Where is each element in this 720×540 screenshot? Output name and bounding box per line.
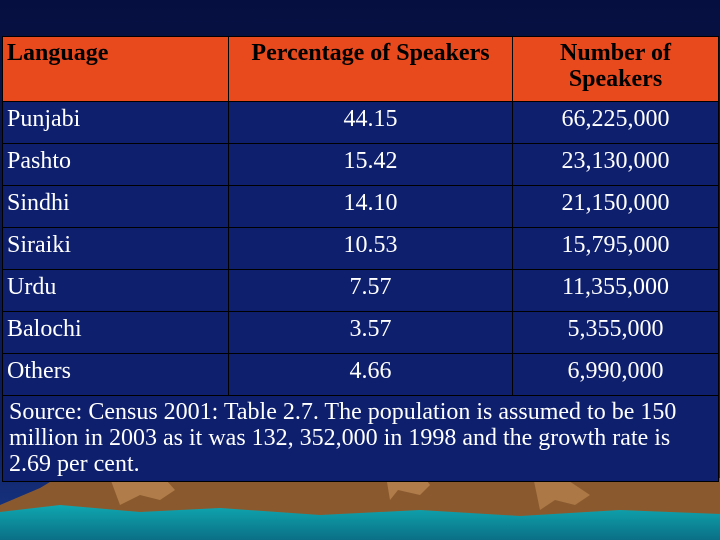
table-row: Sindhi 14.10 21,150,000 — [2, 185, 719, 228]
source-note: Source: Census 2001: Table 2.7. The popu… — [2, 395, 719, 482]
table-row: Urdu 7.57 11,355,000 — [2, 269, 719, 312]
percentage-cell: 10.53 — [228, 227, 513, 270]
number-cell: 11,355,000 — [512, 269, 719, 312]
table-row: Pashto 15.42 23,130,000 — [2, 143, 719, 186]
header-percentage-label: Percentage of Speakers — [251, 40, 490, 66]
number-cell: 21,150,000 — [512, 185, 719, 228]
language-cell: Punjabi — [2, 101, 229, 144]
language-cell: Others — [2, 353, 229, 396]
language-cell: Urdu — [2, 269, 229, 312]
number-cell: 15,795,000 — [512, 227, 719, 270]
percentage-cell: 15.42 — [228, 143, 513, 186]
source-row: Source: Census 2001: Table 2.7. The popu… — [2, 395, 719, 482]
table-header-row: Language Percentage of Speakers Number o… — [2, 36, 719, 102]
header-percentage: Percentage of Speakers — [228, 36, 513, 102]
language-cell: Balochi — [2, 311, 229, 354]
header-number-label: Number of Speakers — [560, 40, 671, 92]
percentage-cell: 4.66 — [228, 353, 513, 396]
percentage-cell: 3.57 — [228, 311, 513, 354]
percentage-cell: 14.10 — [228, 185, 513, 228]
header-language: Language — [2, 36, 229, 102]
lake-water — [0, 505, 720, 540]
language-cell: Siraiki — [2, 227, 229, 270]
table-row: Punjabi 44.15 66,225,000 — [2, 101, 719, 144]
table-row: Balochi 3.57 5,355,000 — [2, 311, 719, 354]
header-number: Number of Speakers — [512, 36, 719, 102]
language-cell: Sindhi — [2, 185, 229, 228]
table-row: Others 4.66 6,990,000 — [2, 353, 719, 396]
table-row: Siraiki 10.53 15,795,000 — [2, 227, 719, 270]
number-cell: 6,990,000 — [512, 353, 719, 396]
number-cell: 66,225,000 — [512, 101, 719, 144]
percentage-cell: 7.57 — [228, 269, 513, 312]
number-cell: 23,130,000 — [512, 143, 719, 186]
language-cell: Pashto — [2, 143, 229, 186]
percentage-cell: 44.15 — [228, 101, 513, 144]
number-cell: 5,355,000 — [512, 311, 719, 354]
language-speakers-table: Language Percentage of Speakers Number o… — [2, 36, 719, 482]
